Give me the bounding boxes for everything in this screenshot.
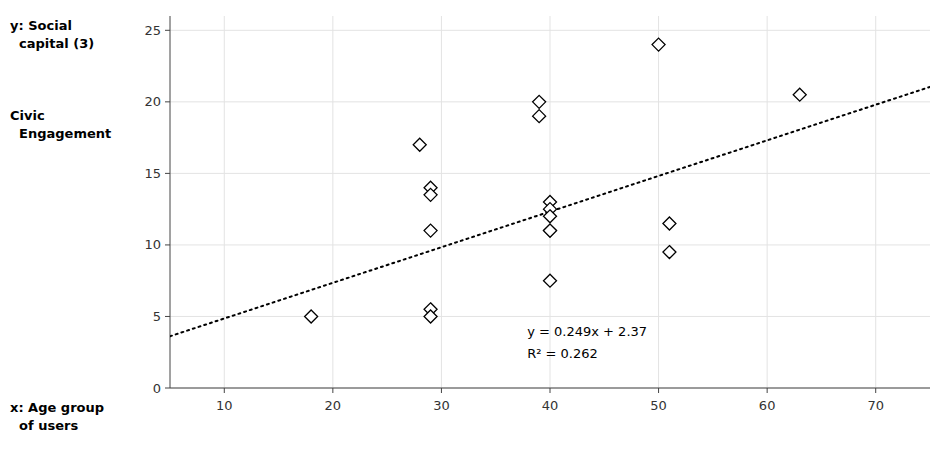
x-tick	[224, 388, 225, 393]
y-tick-label: 10	[144, 237, 161, 252]
grid-line-y	[170, 101, 930, 102]
plot-area	[170, 38, 930, 336]
grid-line-x	[441, 16, 442, 388]
point	[533, 95, 546, 108]
x-tick	[658, 388, 659, 393]
point	[793, 88, 806, 101]
grid-line-y	[170, 30, 930, 31]
y-tick	[165, 316, 170, 317]
y-tick	[165, 173, 170, 174]
point	[424, 188, 437, 201]
y-tick	[165, 388, 170, 389]
axes: 10 20 30 40 50 60 70 0 5 10 15 20 25	[144, 16, 930, 413]
annotation: R² = 0.262	[527, 346, 598, 361]
y-tick-label: 25	[144, 23, 161, 38]
x-tick-label: 40	[542, 398, 559, 413]
grid-line-x	[767, 16, 768, 388]
grid	[170, 16, 930, 388]
point	[544, 224, 557, 237]
y-axis-label: y: Social	[10, 18, 72, 33]
y-axis-label: capital (3)	[10, 36, 94, 51]
point	[544, 274, 557, 287]
point	[424, 310, 437, 323]
grid-line-y	[170, 244, 930, 245]
x-tick-label: 30	[433, 398, 450, 413]
x-tick	[550, 388, 551, 393]
annotation: y = 0.249x + 2.37	[527, 324, 647, 339]
chart: 10 20 30 40 50 60 70 0 5 10 15 20 25 y = 0.249x + 2.3…	[0, 0, 951, 451]
y-tick-label: 0	[153, 381, 161, 396]
annotations: y = 0.249x + 2.37 R² = 0.262	[527, 324, 647, 361]
point	[533, 110, 546, 123]
x-tick	[767, 388, 768, 393]
point	[663, 217, 676, 230]
x-tick-label: 60	[759, 398, 776, 413]
y-tick	[165, 30, 170, 31]
y-axis-label: Engagement	[10, 126, 111, 141]
point	[663, 246, 676, 259]
trend-line	[170, 87, 930, 336]
x-tick-label: 20	[325, 398, 342, 413]
y-axis-line	[170, 16, 171, 388]
x-tick-label: 70	[867, 398, 884, 413]
y-tick-label: 15	[144, 166, 161, 181]
grid-line-x	[875, 16, 876, 388]
grid-line-x	[332, 16, 333, 388]
y-tick	[165, 101, 170, 102]
grid-line-y	[170, 173, 930, 174]
point	[652, 38, 665, 51]
x-tick	[332, 388, 333, 393]
grid-line-x	[658, 16, 659, 388]
point	[305, 310, 318, 323]
x-tick	[875, 388, 876, 393]
axis-labels: y: Social capital (3) Civic Engagement x: …	[10, 18, 111, 433]
y-tick-label: 20	[144, 94, 161, 109]
point	[544, 224, 557, 237]
y-tick-label: 5	[153, 309, 161, 324]
y-axis-label: Civic	[10, 108, 45, 123]
x-tick	[441, 388, 442, 393]
x-axis-label: x: Age group	[10, 400, 104, 415]
point	[424, 224, 437, 237]
y-tick	[165, 244, 170, 245]
point	[413, 138, 426, 151]
point	[544, 210, 557, 223]
grid-line-y	[170, 316, 930, 317]
x-tick-label: 10	[216, 398, 233, 413]
grid-line-x	[224, 16, 225, 388]
x-tick-label: 50	[650, 398, 667, 413]
x-axis-label: of users	[10, 418, 78, 433]
